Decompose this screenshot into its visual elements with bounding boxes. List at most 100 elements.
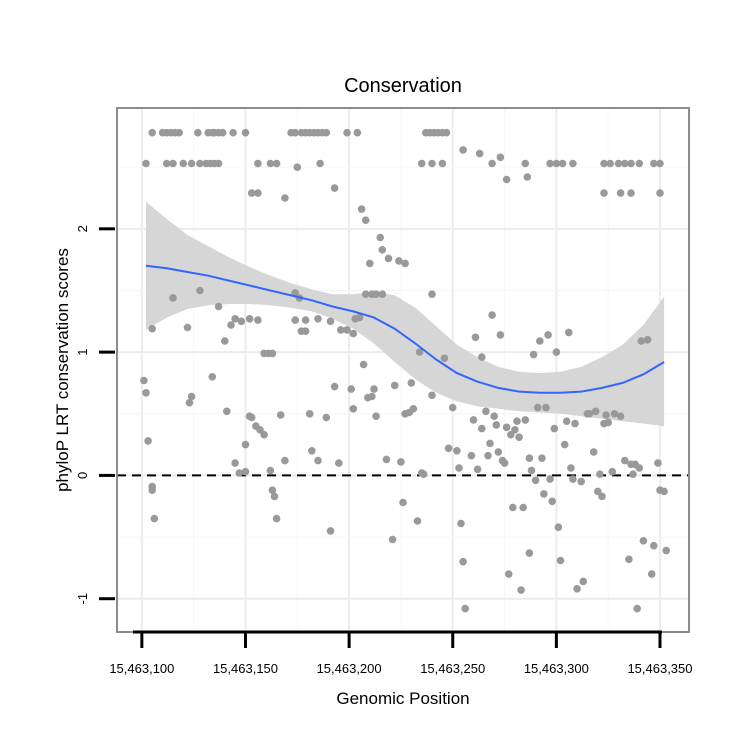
data-point	[305, 410, 314, 418]
data-point	[478, 353, 486, 361]
data-point	[471, 333, 480, 342]
data-point	[281, 456, 289, 465]
data-point	[326, 527, 335, 535]
data-point	[266, 466, 275, 475]
data-point	[473, 465, 482, 474]
data-point	[322, 413, 331, 422]
data-point	[218, 128, 227, 137]
data-point	[540, 490, 548, 498]
data-point	[245, 315, 254, 323]
data-point	[513, 417, 521, 426]
data-point	[504, 570, 513, 578]
data-point	[401, 259, 409, 268]
x-tick-label: 15,463,200	[317, 661, 382, 676]
data-point	[562, 417, 571, 426]
confidence-ribbon-layer	[146, 201, 665, 427]
data-point	[390, 381, 399, 390]
data-point	[254, 316, 262, 324]
data-point	[594, 487, 602, 496]
data-point	[428, 290, 436, 299]
data-point	[569, 475, 577, 483]
data-point	[478, 424, 486, 433]
data-point	[148, 324, 156, 333]
data-point	[604, 418, 612, 427]
data-point	[268, 486, 277, 495]
data-point	[457, 519, 465, 528]
data-point	[635, 159, 644, 168]
y-tick-label: -1	[75, 593, 90, 605]
data-point	[366, 259, 374, 268]
data-point	[399, 498, 407, 507]
data-point	[488, 311, 496, 319]
data-point	[550, 424, 559, 433]
data-point	[347, 385, 356, 393]
data-point	[515, 433, 523, 442]
data-point	[560, 440, 569, 449]
data-point	[281, 194, 289, 202]
data-point	[227, 321, 235, 329]
data-point	[569, 159, 577, 168]
data-point	[494, 448, 503, 456]
data-point	[372, 290, 380, 299]
x-tick-label: 15,463,350	[627, 661, 692, 676]
data-point	[629, 470, 637, 479]
data-point	[175, 128, 183, 137]
data-point	[291, 289, 300, 297]
data-point	[162, 159, 171, 168]
data-point	[337, 326, 345, 334]
data-point	[268, 349, 277, 358]
data-point	[223, 407, 231, 416]
data-point	[388, 535, 397, 544]
data-point	[606, 159, 614, 168]
data-point	[656, 159, 664, 168]
data-point	[231, 315, 239, 323]
data-point	[475, 149, 484, 158]
data-point	[556, 556, 565, 565]
data-point	[502, 175, 511, 184]
data-point	[361, 216, 370, 224]
data-point	[260, 430, 268, 439]
data-point	[272, 159, 281, 168]
data-point	[272, 514, 281, 523]
y-axis-label: phyloP LRT conservation scores	[53, 248, 72, 492]
data-point	[600, 159, 608, 168]
data-point	[548, 497, 556, 506]
data-point	[639, 537, 648, 545]
confidence-ribbon	[146, 201, 665, 427]
data-point	[231, 459, 239, 467]
data-point	[536, 337, 544, 345]
x-tick-label: 15,463,100	[109, 661, 174, 676]
x-tick-label: 15,463,150	[213, 661, 278, 676]
data-point	[187, 159, 196, 168]
data-point	[455, 464, 463, 472]
data-point	[148, 486, 156, 495]
data-point	[616, 189, 625, 197]
data-point	[214, 159, 223, 168]
chart-title: Conservation	[344, 75, 462, 97]
smooth-line	[145, 264, 665, 394]
data-point	[621, 456, 629, 465]
data-point	[361, 290, 370, 299]
data-point	[523, 173, 532, 181]
smooth-line-layer	[145, 264, 665, 394]
data-point	[509, 503, 517, 512]
data-point	[614, 159, 623, 168]
data-point	[241, 467, 250, 476]
data-point	[660, 487, 668, 496]
data-point	[378, 246, 387, 254]
data-point	[183, 323, 192, 332]
data-point	[293, 163, 302, 171]
data-point	[214, 302, 223, 311]
data-point	[254, 189, 262, 197]
data-point	[353, 128, 362, 137]
data-point	[484, 451, 492, 460]
data-point	[585, 410, 594, 418]
y-tick-label: 2	[75, 225, 90, 232]
data-point	[229, 128, 237, 137]
data-point	[442, 128, 451, 137]
data-point	[627, 159, 635, 168]
data-point	[419, 470, 428, 479]
data-point	[349, 329, 358, 338]
data-point	[596, 470, 604, 479]
